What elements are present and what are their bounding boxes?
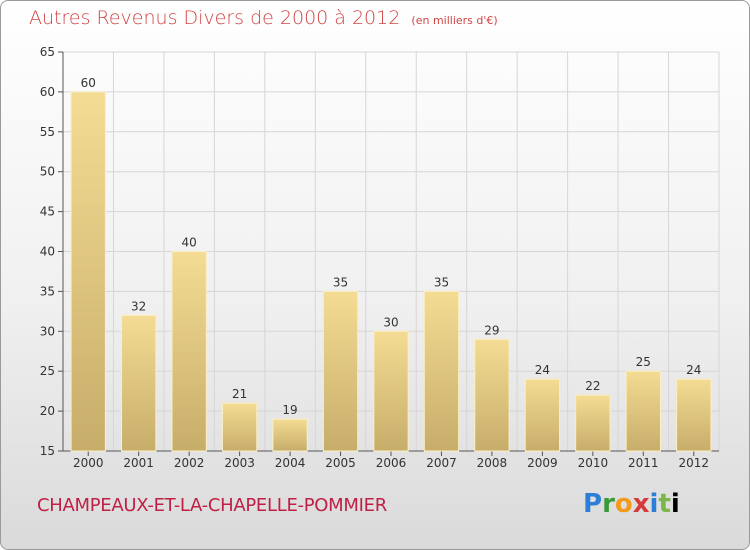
y-tick-label: 65 <box>40 45 55 59</box>
data-label-2009: 24 <box>535 363 550 377</box>
commune-name: CHAMPEAUX-ET-LA-CHAPELLE-POMMIER <box>37 495 387 516</box>
x-tick-label-2008: 2008 <box>477 456 508 470</box>
bar-2008 <box>474 338 510 452</box>
bar-2011 <box>625 370 661 452</box>
y-tick-label: 20 <box>40 404 55 418</box>
x-tick-label-2001: 2001 <box>123 456 154 470</box>
x-tick-label-2003: 2003 <box>224 456 255 470</box>
bar-2000 <box>70 91 106 452</box>
bar-2004 <box>272 418 308 452</box>
x-tick-label-2005: 2005 <box>325 456 356 470</box>
x-tick-label-2009: 2009 <box>527 456 558 470</box>
chart-unit-text: (en milliers d'€) <box>411 14 498 27</box>
data-label-2012: 24 <box>686 363 701 377</box>
x-tick-label-2004: 2004 <box>275 456 306 470</box>
data-label-2006: 30 <box>383 315 398 329</box>
y-tick-label: 60 <box>40 85 55 99</box>
y-tick-label: 15 <box>40 444 55 458</box>
bar-2010 <box>575 394 611 452</box>
bars <box>70 91 712 452</box>
y-tick-label: 45 <box>40 205 55 219</box>
data-label-2004: 19 <box>282 403 297 417</box>
x-tick-label-2012: 2012 <box>678 456 709 470</box>
bar-2006 <box>373 330 409 452</box>
x-tick-label-2010: 2010 <box>578 456 609 470</box>
x-tick-label-2000: 2000 <box>73 456 104 470</box>
y-tick-label: 55 <box>40 125 55 139</box>
x-tick-label-2007: 2007 <box>426 456 457 470</box>
data-label-2008: 29 <box>484 323 499 337</box>
bar-2001 <box>121 314 157 452</box>
y-tick-label: 25 <box>40 364 55 378</box>
data-label-2007: 35 <box>434 275 449 289</box>
x-tick-label-2006: 2006 <box>376 456 407 470</box>
data-label-2000: 60 <box>81 76 96 90</box>
chart-title-text: Autres Revenus Divers de 2000 à 2012 <box>29 7 401 29</box>
data-label-2001: 32 <box>131 299 146 313</box>
bar-2003 <box>221 402 258 452</box>
bar-2012 <box>676 378 712 452</box>
x-tick-label-2002: 2002 <box>174 456 205 470</box>
data-label-2002: 40 <box>182 236 197 250</box>
data-label-2003: 21 <box>232 387 247 401</box>
bar-2007 <box>423 290 460 452</box>
bar-2009 <box>524 378 561 452</box>
y-tick-label: 35 <box>40 284 55 298</box>
proxiti-logo: Proxiti <box>583 489 680 519</box>
bar-2002 <box>171 251 207 452</box>
y-tick-label: 50 <box>40 165 55 179</box>
data-labels: 60 32 40 21 19 35 30 35 29 24 22 25 24 <box>81 76 702 417</box>
data-label-2011: 25 <box>636 355 651 369</box>
x-tick-label-2011: 2011 <box>628 456 659 470</box>
y-tick-label: 30 <box>40 324 55 338</box>
bar-2005 <box>322 290 359 452</box>
data-label-2005: 35 <box>333 275 348 289</box>
chart-title: Autres Revenus Divers de 2000 à 2012 (en… <box>29 7 498 29</box>
y-tick-label: 40 <box>40 245 55 259</box>
data-label-2010: 22 <box>585 379 600 393</box>
